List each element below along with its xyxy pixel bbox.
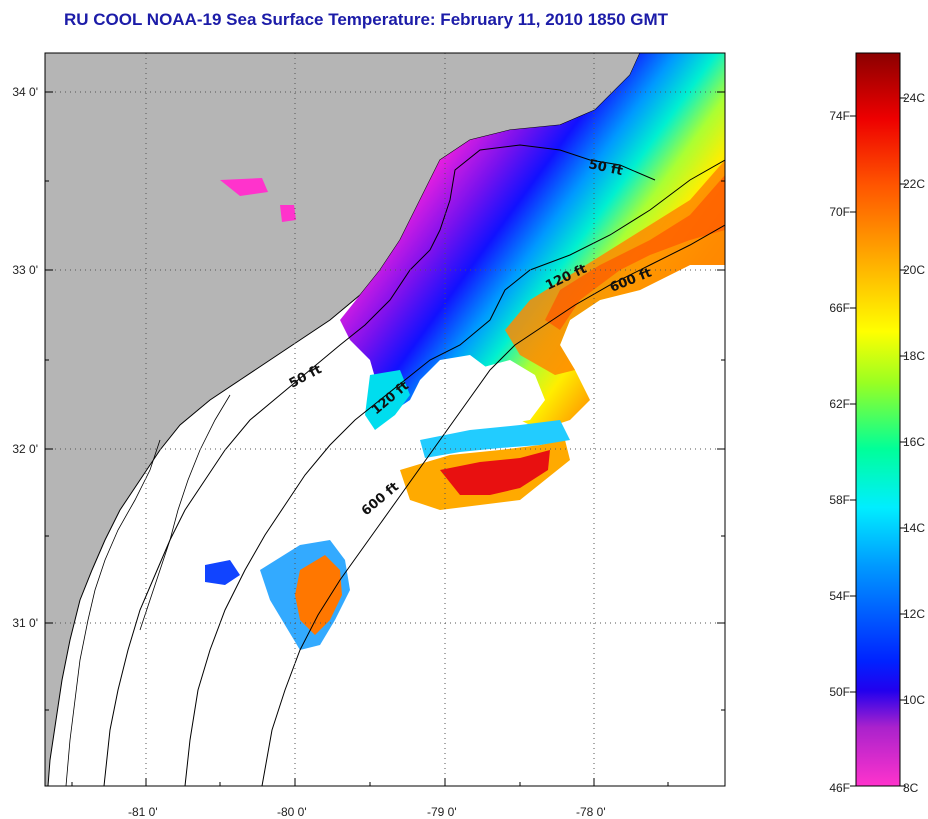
lat-label-33: 33 0' [12, 263, 38, 277]
sst-south-warm [295, 555, 342, 635]
lon-label-79: -79 0' [427, 805, 457, 819]
sst-offshore-red [440, 450, 550, 495]
sst-field-north [340, 53, 725, 430]
coastline-inner [65, 394, 231, 786]
isobath-50ft [103, 144, 656, 786]
colorbar-c-22: 22C [903, 177, 926, 191]
colorbar-c-16: 16C [903, 435, 926, 449]
lon-label-81: -81 0' [128, 805, 158, 819]
map-plot-area [45, 53, 725, 786]
colorbar-f-54: 54F [829, 589, 850, 603]
colorbar-f-58: 58F [829, 493, 850, 507]
colorbar-f-74: 74F [829, 109, 850, 123]
colorbar-f-50: 50F [829, 685, 850, 699]
coastline [47, 53, 641, 786]
lat-label-34: 34 0' [12, 85, 38, 99]
lon-label-78: -78 0' [576, 805, 606, 819]
colorbar-c-12: 12C [903, 607, 926, 621]
sst-south-cool [205, 560, 240, 585]
colorbar-c-10: 10C [903, 693, 926, 707]
colorbar-c-8: 8C [903, 781, 919, 795]
colorbar-c-14: 14C [903, 521, 926, 535]
colorbar-f-70: 70F [829, 205, 850, 219]
colorbar-f-62: 62F [829, 397, 850, 411]
sst-spot-magenta [220, 178, 296, 222]
contour-label-50ft-north: 50 ft [587, 157, 624, 179]
sst-offshore-cool [420, 420, 570, 458]
lat-label-32: 32 0' [12, 442, 38, 456]
cloud-gap [470, 360, 545, 425]
map-frame [44, 52, 726, 787]
colorbar-f-46: 46F [829, 781, 850, 795]
colorbar-c-18: 18C [903, 349, 926, 363]
colorbar-c-20: 20C [903, 263, 926, 277]
colorbar-c-24: 24C [903, 91, 926, 105]
isobath-600ft [261, 224, 725, 786]
colorbar-ticks [850, 97, 906, 787]
lon-label-80: -80 0' [277, 805, 307, 819]
land-mass [45, 53, 640, 786]
map-title: RU COOL NOAA-19 Sea Surface Temperature:… [64, 10, 669, 29]
map-ticks [45, 91, 725, 786]
graticule [45, 53, 725, 786]
sst-warm-core [545, 175, 725, 330]
colorbar [855, 52, 901, 787]
lat-label-31: 31 0' [12, 616, 38, 630]
colorbar-f-66: 66F [829, 301, 850, 315]
